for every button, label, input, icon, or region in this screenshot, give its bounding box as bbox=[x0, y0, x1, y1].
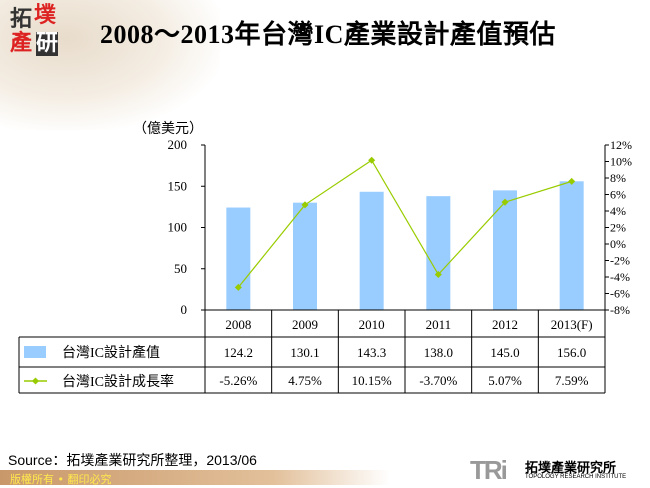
page-title: 2008～2013年台灣IC產業設計產值預估 bbox=[100, 20, 556, 49]
growth-value-label: -5.26% bbox=[219, 373, 257, 388]
right-tick-label: 2% bbox=[610, 221, 626, 235]
legend-line-label: 台灣IC設計成長率 bbox=[62, 373, 174, 390]
logo-char: 研 bbox=[36, 31, 59, 56]
right-tick-label: -6% bbox=[610, 287, 630, 301]
left-tick-label: 100 bbox=[168, 220, 188, 235]
growth-point bbox=[301, 201, 309, 209]
bar bbox=[293, 202, 317, 310]
bar-value-label: 156.0 bbox=[557, 345, 586, 360]
growth-point bbox=[501, 198, 509, 206]
category-label: 2011 bbox=[426, 317, 452, 332]
legend-bar-swatch bbox=[24, 346, 46, 358]
growth-point bbox=[434, 270, 442, 279]
growth-value-label: -3.70% bbox=[419, 373, 457, 388]
right-tick-label: 10% bbox=[610, 155, 632, 169]
bar-value-label: 143.3 bbox=[357, 345, 386, 360]
logo-char: 產 bbox=[10, 31, 33, 56]
category-label: 2008 bbox=[225, 317, 251, 332]
copyright-text: 版權所有 • 翻印必究 bbox=[10, 473, 112, 486]
growth-point bbox=[234, 283, 242, 291]
brand-name: 拓墣產業研究所 bbox=[525, 460, 617, 475]
bar bbox=[559, 181, 584, 310]
right-tick-label: 0% bbox=[610, 237, 626, 251]
category-label: 2012 bbox=[492, 317, 518, 332]
right-tick-label: 8% bbox=[610, 171, 626, 185]
bar bbox=[359, 191, 384, 310]
logo-char: 墣 bbox=[34, 3, 57, 28]
growth-value-label: 5.07% bbox=[488, 373, 522, 388]
logo-char: 拓 bbox=[10, 7, 33, 32]
logo: 拓 墣 產 研 bbox=[8, 3, 60, 58]
bar-value-label: 130.1 bbox=[290, 345, 319, 360]
right-tick-label: 4% bbox=[610, 204, 626, 218]
right-tick-label: -4% bbox=[610, 270, 630, 284]
right-tick-label: -8% bbox=[610, 303, 630, 317]
brand-mark: TRi bbox=[470, 455, 508, 485]
growth-point bbox=[368, 156, 376, 164]
right-tick-label: -2% bbox=[610, 254, 630, 268]
brand-english: TOPOLOGY RESEARCH INSTITUTE bbox=[525, 474, 627, 480]
category-label: 2010 bbox=[359, 317, 385, 332]
right-tick-label: 6% bbox=[610, 188, 626, 202]
bar-value-label: 145.0 bbox=[490, 345, 519, 360]
bar bbox=[226, 207, 251, 310]
right-tick-label: 12% bbox=[610, 138, 632, 152]
growth-value-label: 10.15% bbox=[352, 373, 392, 388]
left-axis-unit: （億美元） bbox=[133, 122, 203, 137]
category-label: 2009 bbox=[292, 317, 318, 332]
bar bbox=[493, 190, 517, 310]
growth-line bbox=[237, 159, 572, 288]
bar-value-label: 124.2 bbox=[224, 345, 253, 360]
left-tick-label: 50 bbox=[174, 261, 187, 276]
legend-bar-label: 台灣IC設計產值 bbox=[62, 344, 160, 361]
bar bbox=[426, 196, 451, 310]
source-note: Source：拓墣產業研究所整理，2013/06 bbox=[8, 452, 257, 468]
left-tick-label: 150 bbox=[168, 178, 188, 193]
growth-point bbox=[568, 177, 576, 185]
left-tick-label: 200 bbox=[168, 137, 188, 152]
footer-bar: 版權所有 • 翻印必究 bbox=[0, 470, 390, 486]
brand-logo: TRi 拓墣產業研究所 TOPOLOGY RESEARCH INSTITUTE bbox=[470, 455, 626, 486]
bar-value-label: 138.0 bbox=[424, 345, 453, 360]
category-label: 2013(F) bbox=[551, 317, 593, 332]
legend-line-marker bbox=[31, 377, 40, 385]
background-map bbox=[0, 0, 220, 130]
growth-value-label: 4.75% bbox=[288, 373, 322, 388]
growth-value-label: 7.59% bbox=[555, 373, 589, 388]
left-tick-label: 0 bbox=[181, 302, 188, 317]
